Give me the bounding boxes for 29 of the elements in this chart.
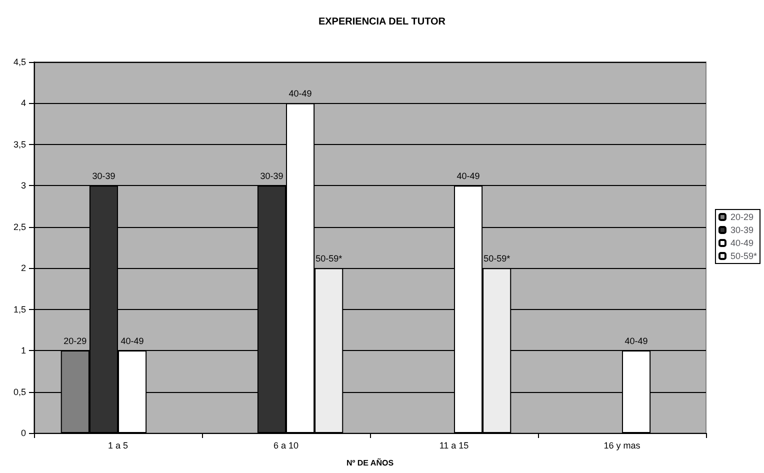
data-label: 30-39 xyxy=(260,171,284,182)
y-tick-label: 3 xyxy=(20,180,26,191)
chart-title: EXPERIENCIA DEL TUTOR xyxy=(318,16,446,28)
data-label: 40-49 xyxy=(288,88,312,99)
x-tick-label: 16 y mas xyxy=(604,440,641,450)
x-axis-title: Nº DE AÑOS xyxy=(346,458,394,468)
legend-label: 40-49 xyxy=(730,238,754,248)
x-tick-label: 1 a 5 xyxy=(108,440,128,450)
y-tick-label: 0,5 xyxy=(13,386,26,397)
legend-label: 50-59* xyxy=(730,251,758,261)
data-label: 30-39 xyxy=(92,171,116,182)
data-label: 50-59* xyxy=(316,254,343,264)
data-label: 40-49 xyxy=(624,336,648,346)
legend-label: 20-29 xyxy=(730,212,754,222)
y-tick-label: 1,5 xyxy=(13,304,26,314)
y-tick-label: 1 xyxy=(20,346,26,356)
y-tick-label: 4 xyxy=(20,98,26,108)
data-label: 40-49 xyxy=(456,171,480,182)
legend-label: 30-39 xyxy=(730,225,754,235)
data-label: 50-59* xyxy=(484,254,511,264)
y-tick-label: 0 xyxy=(20,428,26,438)
x-tick-label: 6 a 10 xyxy=(273,440,299,450)
y-tick-label: 2,5 xyxy=(13,222,26,232)
y-tick-label: 4,5 xyxy=(13,57,26,67)
x-tick-label: 11 a 15 xyxy=(439,440,469,450)
data-label: 20-29 xyxy=(64,336,87,346)
y-tick-label: 3,5 xyxy=(13,139,26,150)
y-tick-label: 2 xyxy=(20,263,26,274)
data-label: 40-49 xyxy=(120,336,144,346)
